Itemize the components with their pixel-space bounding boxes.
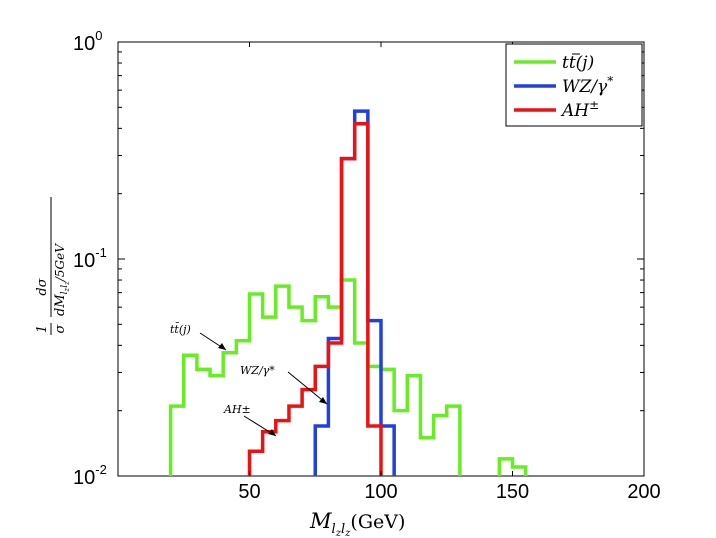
annotation-wz: WZ/γ* — [240, 364, 275, 377]
x-tick-labels: 50 100 150 200 — [238, 481, 660, 503]
annotation-arrowhead-wz — [319, 397, 327, 404]
y-axis-title: 1 σ dσ dMlzlz/5GeV — [35, 197, 71, 335]
y-tick-label-2: 10-2 — [73, 462, 107, 489]
annotation-arrow-wz — [287, 371, 328, 405]
legend-label-ttbar: tt(j) — [562, 53, 594, 73]
x-tick-label-2: 150 — [496, 481, 529, 503]
y-title-sigma: σ — [53, 323, 68, 333]
legend-label-wz: WZ/γ* — [562, 74, 613, 97]
series-layer — [168, 109, 528, 476]
x-tick-label-1: 100 — [364, 481, 397, 503]
x-tick-label-3: 200 — [627, 481, 660, 503]
y-tick-label-0: 100 — [73, 28, 102, 55]
series-0-line — [168, 278, 528, 476]
annotations: tt̄(j) WZ/γ* AH± — [170, 323, 328, 437]
legend-label-ah: AH± — [560, 98, 599, 121]
x-axis-title: Mlzlz(GeV) — [309, 509, 405, 538]
y-tick-label-1: 10-1 — [73, 245, 107, 272]
y-tick-labels: 100 10-1 10-2 — [73, 28, 107, 489]
legend: tt(j) WZ/γ* AH± — [505, 43, 643, 127]
y-title-one: 1 — [35, 325, 50, 333]
annotation-arrowhead-ttbar — [218, 343, 226, 350]
y-title-numerator: dσ — [35, 277, 50, 295]
y-title-denominator: dMlzlz/5GeV — [53, 243, 71, 316]
annotation-ttbar: tt̄(j) — [170, 323, 191, 336]
annotation-ah: AH± — [223, 403, 251, 416]
x-tick-label-0: 50 — [238, 481, 260, 503]
annotation-arrowhead-ah — [268, 429, 276, 436]
